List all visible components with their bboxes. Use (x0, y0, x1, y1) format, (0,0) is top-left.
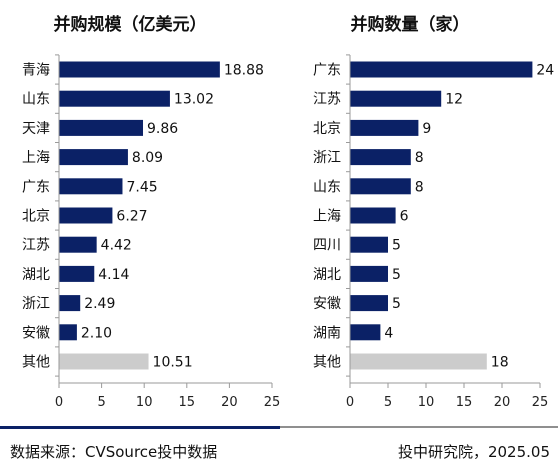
footer-credit: 投中研究院，2025.05 (397, 443, 550, 461)
bar (350, 324, 381, 341)
x-tick-label: 25 (532, 395, 549, 410)
bar (59, 61, 220, 78)
category-label: 山东 (22, 92, 50, 108)
chart-title-1: 并购规模（亿美元） (54, 14, 207, 35)
x-tick-label: 20 (221, 395, 238, 410)
data-label: 8 (415, 179, 424, 195)
category-label: 其他 (313, 355, 341, 371)
bar (59, 324, 77, 341)
category-label: 浙江 (22, 296, 50, 312)
data-label: 4.42 (101, 238, 132, 254)
bar (350, 119, 419, 136)
x-tick-label: 20 (494, 395, 511, 410)
bar (59, 149, 128, 166)
bar (350, 90, 442, 107)
category-label: 湖北 (313, 267, 341, 283)
data-label: 10.51 (153, 355, 193, 371)
chart-title-2: 并购数量（家） (351, 14, 470, 35)
bar (59, 295, 81, 312)
x-tick-label: 25 (264, 395, 281, 410)
category-label: 安徽 (22, 325, 50, 341)
data-label: 5 (392, 267, 401, 283)
data-label: 6.27 (116, 209, 147, 225)
x-tick-label: 10 (418, 395, 435, 410)
footer-source: 数据来源：CVSource投中数据 (10, 443, 218, 461)
bar (350, 236, 388, 253)
data-label: 5 (392, 238, 401, 254)
category-label: 浙江 (313, 150, 341, 166)
bar (59, 265, 95, 282)
bar (59, 119, 144, 136)
data-label: 8 (415, 150, 424, 166)
data-label: 2.49 (84, 296, 115, 312)
category-label: 其他 (22, 355, 50, 371)
data-label: 2.10 (81, 325, 112, 341)
data-label: 6 (400, 209, 409, 225)
category-label: 安徽 (313, 296, 341, 312)
x-tick-label: 10 (136, 395, 153, 410)
bar (350, 265, 388, 282)
bar (350, 295, 388, 312)
data-label: 8.09 (132, 150, 163, 166)
bar-other (350, 353, 487, 370)
footer-divider-rule (280, 426, 558, 428)
x-tick-label: 0 (55, 395, 63, 410)
category-label: 广东 (22, 179, 50, 195)
category-label: 青海 (22, 63, 50, 79)
data-label: 7.45 (126, 179, 157, 195)
category-label: 湖北 (22, 267, 50, 283)
data-label: 18.88 (224, 63, 264, 79)
category-label: 北京 (22, 209, 50, 225)
data-label: 18 (491, 355, 509, 371)
category-label: 天津 (22, 121, 50, 137)
x-tick-label: 5 (384, 395, 392, 410)
data-label: 24 (536, 63, 554, 79)
charts-canvas: 并购规模（亿美元） 0 5 10 15 20 25 青海 18.88 山东 13.02 天津 9.86 上… (22, 14, 554, 410)
x-tick-label: 15 (456, 395, 473, 410)
bar (59, 207, 113, 224)
category-label: 广东 (313, 63, 341, 79)
category-label: 上海 (313, 209, 341, 225)
data-label: 5 (392, 296, 401, 312)
bar (59, 236, 97, 253)
data-label: 4 (384, 325, 393, 341)
category-label: 北京 (313, 121, 341, 137)
bar (350, 207, 396, 224)
bar (350, 178, 411, 195)
data-label: 13.02 (174, 92, 214, 108)
x-tick-label: 15 (179, 395, 196, 410)
x-tick-label: 5 (97, 395, 105, 410)
data-label: 9 (422, 121, 431, 137)
data-label: 4.14 (98, 267, 129, 283)
footer-divider-accent (0, 426, 280, 429)
bar (350, 61, 533, 78)
category-label: 四川 (313, 238, 341, 254)
bar (350, 149, 411, 166)
data-label: 12 (445, 92, 463, 108)
bar (59, 178, 123, 195)
category-label: 江苏 (313, 92, 341, 108)
data-label: 9.86 (147, 121, 178, 137)
bar-other (59, 353, 149, 370)
category-label: 山东 (313, 179, 341, 195)
category-label: 江苏 (22, 238, 50, 254)
category-label: 湖南 (313, 325, 341, 341)
category-label: 上海 (22, 150, 50, 166)
bar (59, 90, 170, 107)
footer-divider (0, 426, 558, 429)
x-tick-label: 0 (346, 395, 354, 410)
